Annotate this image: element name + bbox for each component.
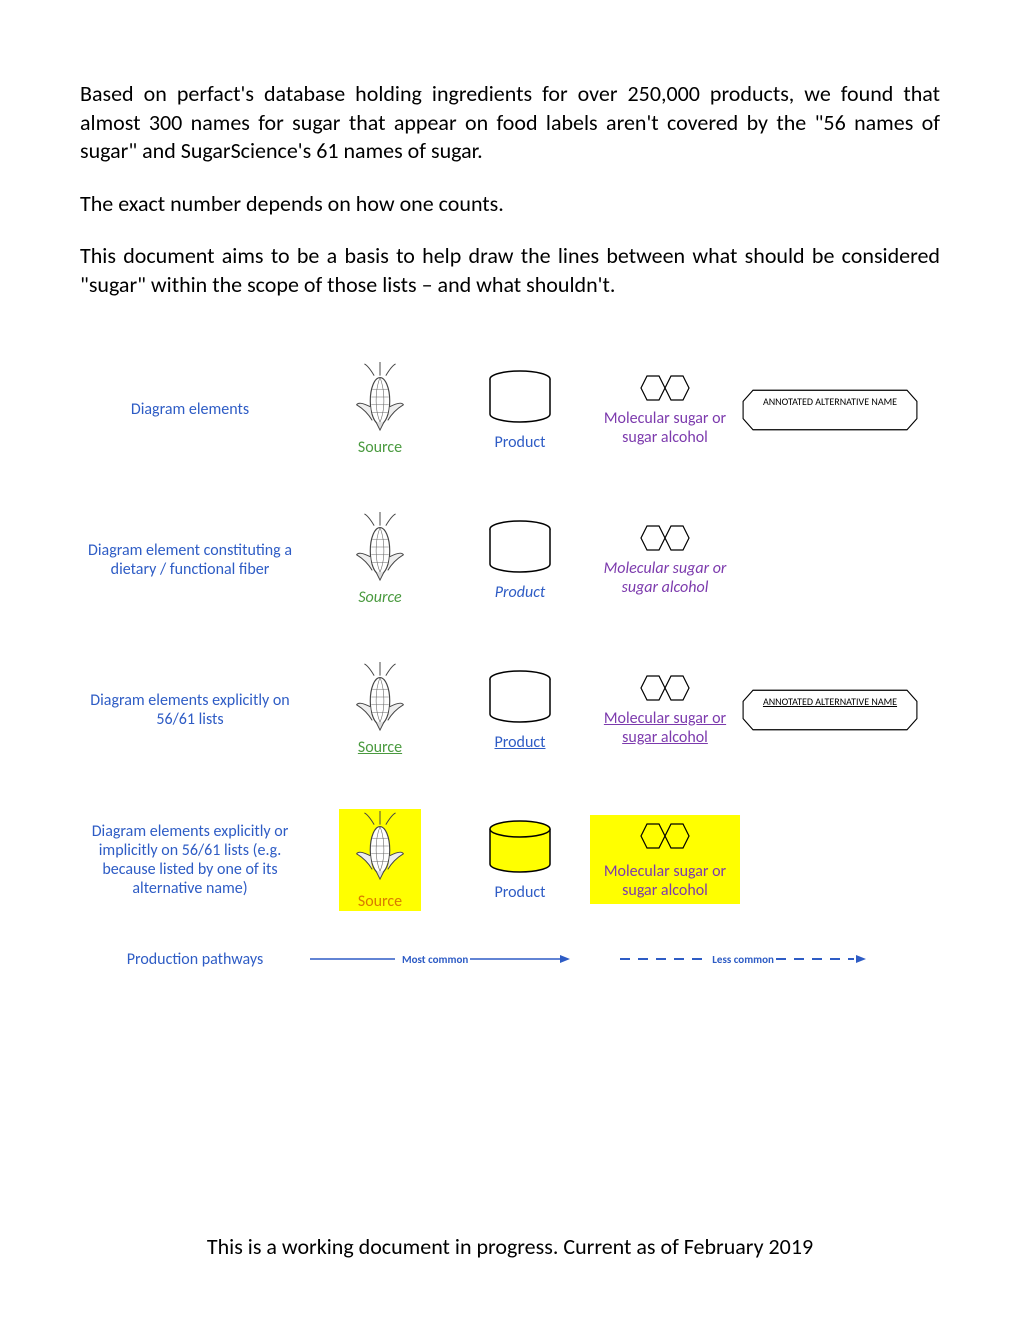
product-caption: Product [495,883,546,902]
row2-label: Diagram element constituting a dietary /… [80,541,310,579]
corn-icon [345,362,415,432]
legend-row-elements: Diagram elements Source Product Molecula… [80,350,940,470]
pathways-row: Production pathways Most common Less com… [80,950,940,969]
footer-text: This is a working document in progress. … [0,1233,1020,1260]
annotated-label: ANNOTATED ALTERNATIVE NAME [742,689,918,731]
product-caption: Product [495,433,546,452]
product-caption: Product [495,733,546,752]
molecular-caption: Molecular sugar or sugar alcohol [590,559,740,597]
intro-p3: This document aims to be a basis to help… [80,242,940,299]
row3-label: Diagram elements explicitly on 56/61 lis… [80,691,310,729]
arrow-solid-head-icon [470,953,570,965]
intro-p1: Based on perfact's database holding ingr… [80,80,940,166]
arrow-dashed-icon [620,953,710,965]
legend-table: Diagram elements Source Product Molecula… [80,350,940,969]
legend-row-implicit: Diagram elements explicitly or implicitl… [80,800,940,920]
corn-icon [345,662,415,732]
molecular-caption: Molecular sugar or sugar alcohol [590,409,740,447]
legend-row-explicit: Diagram elements explicitly on 56/61 lis… [80,650,940,770]
cylinder-icon-yellow [485,817,555,877]
row1-label: Diagram elements [80,400,310,419]
arrow-dashed-head-icon [776,953,866,965]
intro-p2: The exact number depends on how one coun… [80,190,940,219]
source-caption: Source [345,892,415,911]
annotated-label: ANNOTATED ALTERNATIVE NAME [742,389,918,431]
molecular-caption: Molecular sugar or sugar alcohol [590,709,740,747]
cylinder-icon [485,517,555,577]
product-caption: Product [495,583,545,602]
cylinder-icon [485,667,555,727]
hexpair-icon [635,673,695,703]
hexpair-icon [635,373,695,403]
pathway-less-common: Less common [620,953,866,966]
row4-label: Diagram elements explicitly or implicitl… [80,822,310,898]
arrow-solid-icon [310,953,400,965]
intro-text: Based on perfact's database holding ingr… [80,80,940,300]
hexpair-icon-yellow [635,821,695,851]
source-caption: Source [358,738,402,757]
corn-icon [345,811,415,881]
corn-icon [345,512,415,582]
molecular-caption: Molecular sugar or sugar alcohol [598,862,732,900]
cylinder-icon [485,367,555,427]
source-caption: Source [358,588,401,607]
hexpair-icon [635,523,695,553]
pathways-label: Production pathways [80,950,310,969]
pathway-most-common: Most common [310,953,570,966]
legend-row-fiber: Diagram element constituting a dietary /… [80,500,940,620]
source-caption: Source [358,438,402,457]
